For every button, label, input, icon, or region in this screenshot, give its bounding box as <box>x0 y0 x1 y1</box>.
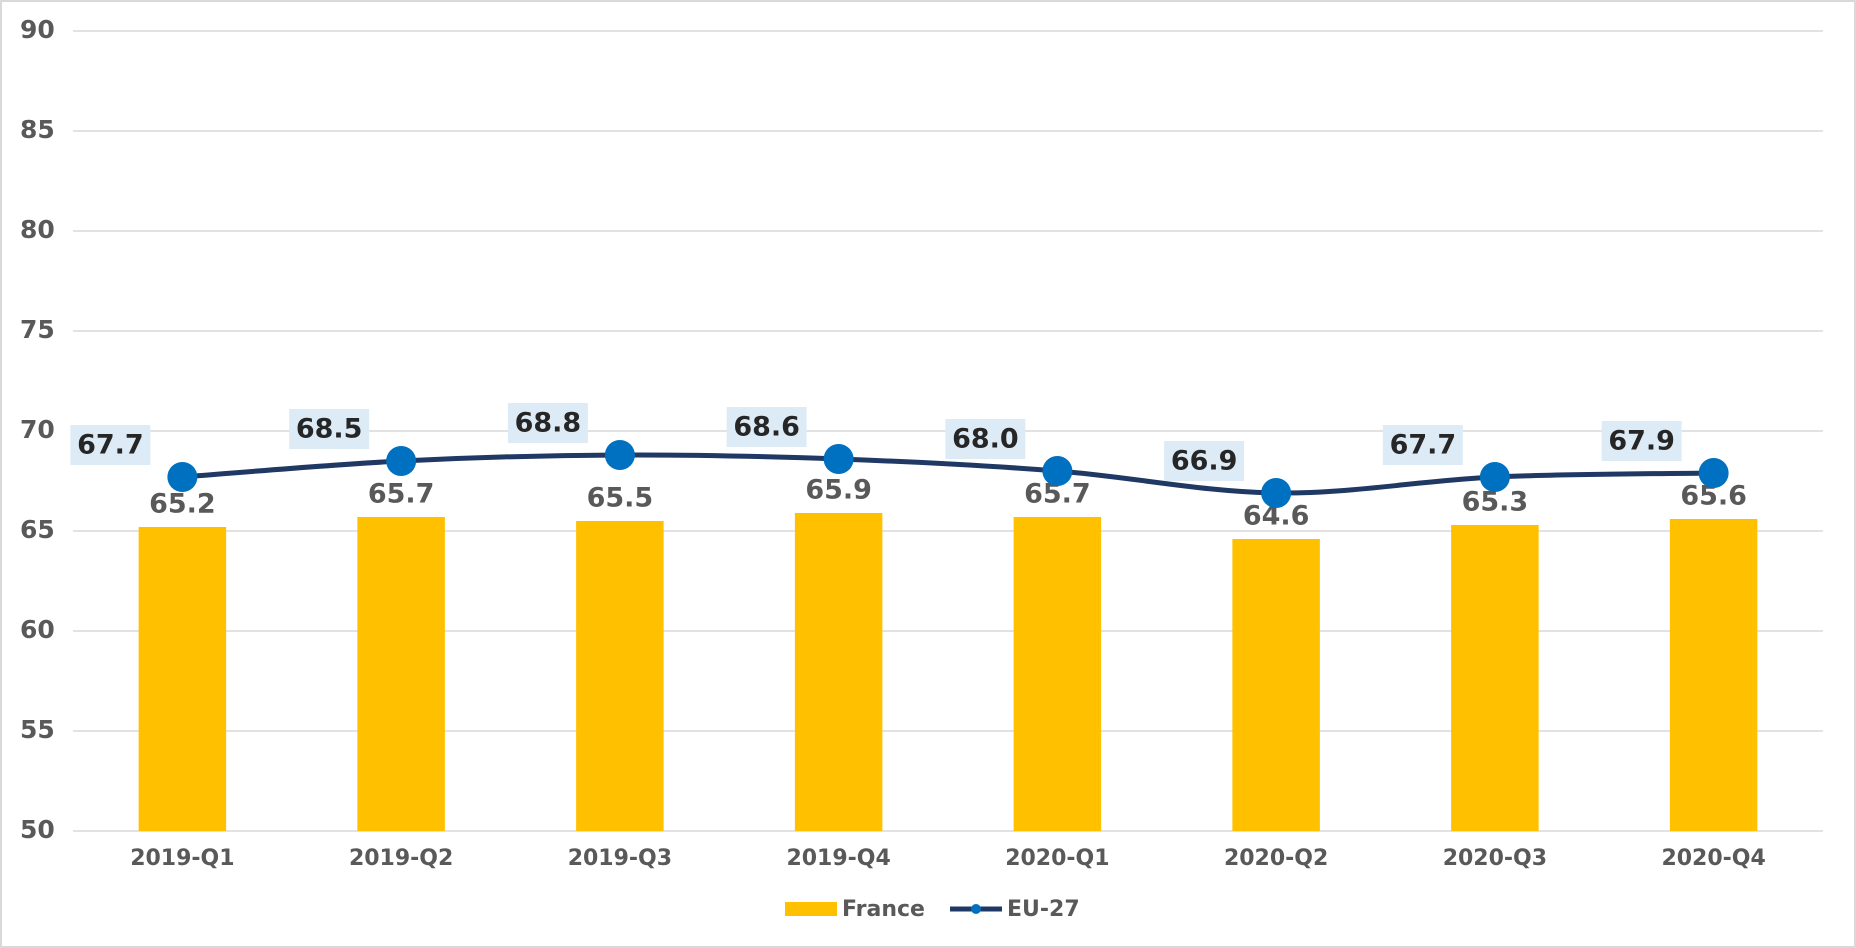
y-tick-label: 55 <box>20 715 55 744</box>
y-tick-label: 90 <box>20 15 55 44</box>
y-tick-label: 85 <box>20 115 55 144</box>
data-label: 68.8 <box>515 408 582 439</box>
x-tick-label: 2020-Q4 <box>1661 846 1765 871</box>
data-label: 65.7 <box>368 479 435 510</box>
marker <box>167 462 198 492</box>
x-tick-label: 2019-Q2 <box>349 846 453 871</box>
data-label-box <box>1601 421 1682 461</box>
bar <box>794 513 883 831</box>
data-label: 67.7 <box>77 430 144 461</box>
data-label: 67.9 <box>1608 426 1675 457</box>
marker <box>1042 456 1073 486</box>
y-tick-label: 75 <box>20 315 55 344</box>
data-label: 67.7 <box>1390 430 1457 461</box>
bar <box>1669 519 1758 831</box>
data-label-box <box>1164 441 1245 481</box>
data-label: 65.2 <box>149 489 216 520</box>
line <box>182 452 1714 496</box>
data-label-box <box>726 407 807 447</box>
data-label: 65.9 <box>805 475 872 506</box>
x-tick-label: 2020-Q2 <box>1224 846 1328 871</box>
data-label: 68.5 <box>296 414 363 445</box>
data-label-box <box>945 419 1026 459</box>
legend-label: EU-27 <box>1007 897 1080 922</box>
x-tick-label: 2020-Q3 <box>1443 846 1547 871</box>
data-label-box <box>289 409 370 449</box>
marker <box>386 446 417 476</box>
data-label-box <box>70 425 151 465</box>
data-label: 65.5 <box>587 483 654 514</box>
y-tick-label: 50 <box>20 815 55 844</box>
bar <box>138 527 227 831</box>
x-tick-label: 2019-Q1 <box>130 846 234 871</box>
y-tick-label: 70 <box>20 415 55 444</box>
marker <box>604 440 635 470</box>
marker <box>1261 478 1292 508</box>
x-tick-label: 2019-Q3 <box>568 846 672 871</box>
marker <box>823 444 854 474</box>
x-tick-label: 2019-Q4 <box>786 846 890 871</box>
marker <box>1698 458 1729 488</box>
bar <box>1013 517 1102 831</box>
data-label: 68.0 <box>952 424 1019 455</box>
legend-marker <box>971 904 981 914</box>
marker <box>1479 462 1510 492</box>
data-label: 66.9 <box>1171 446 1238 477</box>
bar <box>1232 539 1320 831</box>
y-tick-label: 65 <box>20 515 55 544</box>
y-tick-label: 60 <box>20 615 55 644</box>
bar <box>576 521 664 831</box>
data-label-box <box>1382 425 1463 465</box>
bar <box>357 517 445 831</box>
legend-swatch <box>785 902 837 916</box>
x-tick-label: 2020-Q1 <box>1005 846 1109 871</box>
data-label-box <box>507 403 588 443</box>
y-tick-label: 80 <box>20 215 55 244</box>
data-label: 68.6 <box>733 412 800 443</box>
legend-label: France <box>842 897 925 922</box>
bar <box>1451 525 1539 831</box>
